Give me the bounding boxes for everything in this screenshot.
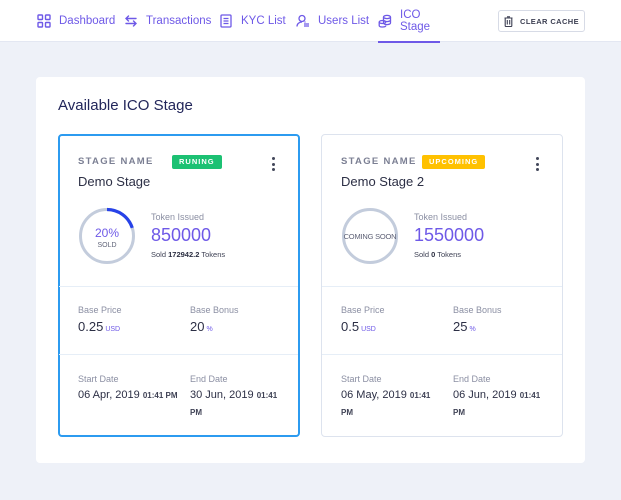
base-bonus-label: Base Bonus [190, 305, 239, 315]
start-date-label: Start Date [78, 374, 119, 384]
nav-label-kyc-list: KYC List [241, 15, 286, 27]
status-badge: RUNING [172, 155, 222, 169]
nav-item-kyc-list[interactable]: KYC List [219, 0, 286, 42]
start-date-value: 06 Apr, 2019 01:41 PM [78, 387, 178, 404]
stage-name-label: STAGE NAME [78, 156, 154, 167]
transfer-arrows-icon [124, 14, 138, 28]
base-price-value: 0.25 USD [78, 319, 120, 334]
base-price-label: Base Price [78, 305, 122, 315]
page-title: Available ICO Stage [58, 97, 193, 114]
token-issued-value: 850000 [151, 225, 212, 245]
status-badge: UPCOMING [422, 155, 486, 169]
nav-item-users-list[interactable]: Users List [296, 0, 369, 42]
sold-prefix: Sold [414, 250, 430, 259]
base-bonus-unit: % [206, 326, 213, 333]
dashboard-grid-icon [37, 14, 51, 28]
more-options-icon[interactable] [534, 157, 540, 171]
token-issued-label: Token Issued [414, 212, 468, 222]
progress-percent: 20% [94, 226, 120, 240]
base-price-amount: 0.5 [341, 319, 360, 334]
progress-sold-label: SOLD [97, 242, 117, 249]
sold-amount: 172942.2 [168, 250, 200, 259]
start-time: 01:41 PM [142, 391, 178, 400]
base-price-unit: USD [361, 326, 376, 333]
end-date: 06 Jun, 2019 [453, 389, 517, 401]
progress-ring: COMING SOON [341, 207, 399, 265]
document-list-icon [219, 14, 233, 28]
start-date-label: Start Date [341, 374, 382, 384]
more-options-icon[interactable] [270, 157, 276, 171]
sold-prefix: Sold [151, 250, 167, 259]
clear-cache-button[interactable]: CLEAR CACHE [498, 10, 585, 32]
nav-item-dashboard[interactable]: Dashboard [37, 0, 115, 42]
base-bonus-value: 20% [190, 319, 213, 334]
start-date: 06 May, 2019 [341, 389, 407, 401]
base-bonus-amount: 20 [190, 319, 205, 334]
end-date-value: 06 Jun, 2019 01:41 PM [453, 387, 553, 421]
divider [59, 286, 298, 287]
end-date-value: 30 Jun, 2019 01:41 PM [190, 387, 290, 421]
base-bonus-amount: 25 [453, 319, 468, 334]
users-icon [296, 14, 310, 28]
tokens-sold: Sold 0 Tokens [414, 250, 461, 259]
base-price-amount: 0.25 [78, 319, 104, 334]
stage-name-label: STAGE NAME [341, 156, 417, 167]
trash-icon [504, 15, 513, 27]
end-date-label: End Date [453, 374, 491, 384]
coming-soon-label: COMING SOON [343, 232, 397, 241]
end-time: 01:41 PM [453, 391, 541, 417]
coins-stack-icon [378, 14, 392, 28]
start-date-value: 06 May, 2019 01:41 PM [341, 387, 441, 421]
stage-card[interactable]: STAGE NAME UPCOMING Demo Stage 2 COMING … [321, 134, 563, 437]
ico-stage-panel: Available ICO Stage STAGE NAME RUNING De… [36, 77, 585, 463]
divider [322, 286, 562, 287]
base-price-value: 0.5 USD [341, 319, 376, 334]
divider [59, 354, 298, 355]
progress-ring: 20% SOLD [78, 207, 136, 265]
clear-cache-label: CLEAR CACHE [520, 16, 579, 26]
progress-ring-graphic [342, 208, 398, 264]
divider [322, 354, 562, 355]
tokens-sold: Sold 172942.2 Tokens [151, 250, 225, 259]
stage-name: Demo Stage [78, 174, 151, 189]
top-navigation-bar: Dashboard Transactions KYC List Users Li… [0, 0, 621, 43]
nav-label-dashboard: Dashboard [59, 15, 116, 27]
base-bonus-label: Base Bonus [453, 305, 502, 315]
sold-suffix: Tokens [201, 250, 226, 259]
end-date-label: End Date [190, 374, 228, 384]
sold-suffix: Tokens [437, 250, 461, 259]
base-bonus-value: 25% [453, 319, 476, 334]
end-time: 01:41 PM [190, 391, 278, 417]
sold-amount: 0 [431, 250, 436, 259]
progress-ring-graphic [78, 207, 136, 265]
stage-name: Demo Stage 2 [341, 174, 425, 189]
nav-label-ico-stage: ICO Stage [400, 9, 431, 33]
start-date: 06 Apr, 2019 [78, 389, 140, 401]
nav-item-transactions[interactable]: Transactions [124, 0, 211, 42]
base-price-label: Base Price [341, 305, 385, 315]
nav-item-ico-stage[interactable]: ICO Stage [378, 0, 440, 43]
end-date: 30 Jun, 2019 [190, 389, 254, 401]
base-bonus-unit: % [469, 326, 476, 333]
nav-label-transactions: Transactions [146, 15, 212, 27]
base-price-unit: USD [105, 326, 121, 333]
token-issued-label: Token Issued [151, 212, 205, 222]
token-issued-value: 1550000 [414, 225, 485, 245]
stage-card[interactable]: STAGE NAME RUNING Demo Stage 20% SOLD To… [58, 134, 300, 437]
start-time: 01:41 PM [341, 391, 431, 417]
nav-label-users-list: Users List [318, 15, 370, 27]
